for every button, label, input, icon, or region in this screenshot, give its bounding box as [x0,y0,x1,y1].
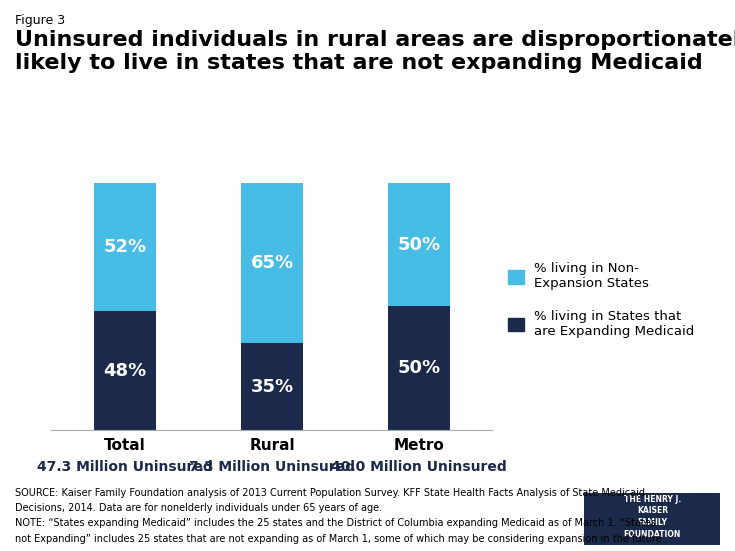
Bar [241,343,303,430]
Text: 48%: 48% [104,361,146,380]
Bar [94,311,156,430]
Legend: % living in Non-
Expansion States, % living in States that
are Expanding Medicai: % living in Non- Expansion States, % liv… [508,262,695,338]
Text: Rural: Rural [249,438,295,453]
Text: SOURCE: Kaiser Family Foundation analysis of 2013 Current Population Survey. KFF: SOURCE: Kaiser Family Foundation analysi… [15,488,645,498]
Bar [94,183,156,311]
Text: 50%: 50% [398,236,440,254]
Text: Figure 3: Figure 3 [15,14,65,27]
Text: Metro: Metro [393,438,445,453]
Text: 50%: 50% [398,359,440,377]
Text: 52%: 52% [104,238,146,256]
Text: 35%: 35% [251,377,293,396]
Text: 40.0 Million Uninsured: 40.0 Million Uninsured [331,460,507,474]
Text: THE HENRY J.
KAISER
FAMILY
FOUNDATION: THE HENRY J. KAISER FAMILY FOUNDATION [623,494,681,539]
Text: 7.3 Million Uninsured: 7.3 Million Uninsured [189,460,355,474]
Text: Total: Total [104,438,146,453]
Bar [388,306,450,430]
Text: Uninsured individuals in rural areas are disproportionately
likely to live in st: Uninsured individuals in rural areas are… [15,30,735,73]
Text: not Expanding” includes 25 states that are not expanding as of March 1, some of : not Expanding” includes 25 states that a… [15,534,662,544]
Bar [388,183,450,306]
Text: NOTE: “States expanding Medicaid” includes the 25 states and the District of Col: NOTE: “States expanding Medicaid” includ… [15,518,656,528]
Bar [241,183,303,343]
Text: Decisions, 2014. Data are for nonelderly individuals under 65 years of age.: Decisions, 2014. Data are for nonelderly… [15,503,381,513]
Text: 65%: 65% [251,255,293,272]
Text: 47.3 Million Uninsured: 47.3 Million Uninsured [37,460,213,474]
